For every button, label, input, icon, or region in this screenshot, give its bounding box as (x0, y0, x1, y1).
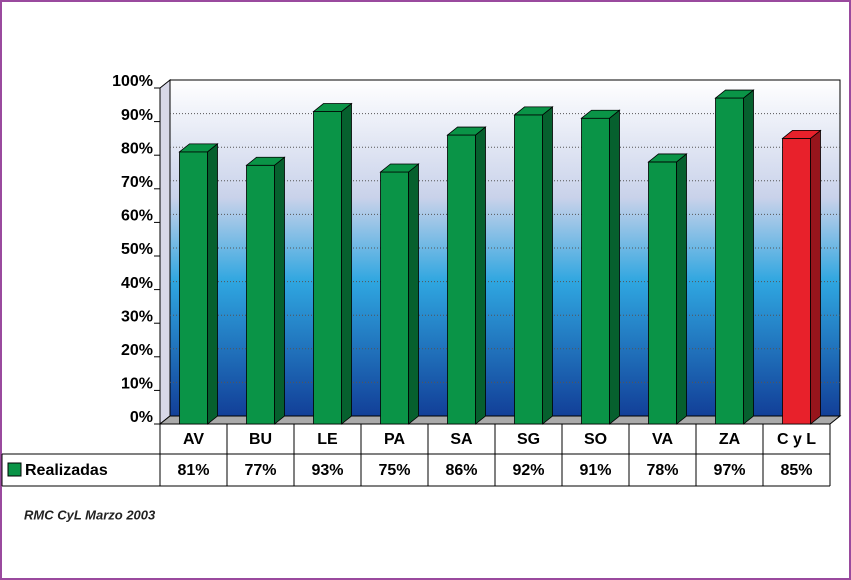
y-tick-label: 10% (121, 376, 153, 393)
x-tick-label: SO (584, 431, 607, 448)
bar-side-shade (475, 127, 486, 424)
bar-side-shade (408, 164, 419, 424)
bar-side-shade (609, 110, 620, 425)
y-tick-label: 30% (121, 308, 153, 325)
bar (313, 111, 342, 425)
legend-key (7, 462, 22, 477)
bar-side-shade (676, 153, 687, 425)
bar-side-shade (274, 157, 285, 424)
y-tick-label: 90% (121, 107, 153, 124)
y-tick-label: 50% (121, 241, 153, 258)
bar-top (580, 109, 621, 119)
x-tick-label: AV (183, 431, 204, 448)
data-label: 78% (646, 462, 678, 479)
bar (447, 134, 476, 425)
x-tick-label: BU (249, 431, 272, 448)
bar-side-shade (207, 143, 218, 424)
bar-top (312, 103, 353, 112)
bar-top (379, 163, 420, 173)
x-tick-label: C y L (777, 431, 816, 448)
bar-top (446, 126, 487, 136)
bar (715, 97, 744, 425)
y-tick-label: 20% (121, 342, 153, 359)
bar-side-shade (542, 106, 553, 424)
bar-top (245, 156, 286, 166)
bar (380, 171, 409, 425)
bar-top (513, 106, 554, 116)
bar-side-shade (743, 90, 754, 424)
bar-top (714, 89, 755, 99)
y-tick-label: 100% (112, 73, 153, 90)
bar (581, 117, 610, 425)
data-label: 91% (579, 462, 611, 479)
legend-label: Realizadas (25, 462, 108, 479)
y-tick-label: 70% (121, 174, 153, 191)
x-tick-label: LE (317, 431, 338, 448)
bar-top (781, 129, 822, 139)
data-label: 75% (378, 462, 410, 479)
y-tick-label: 40% (121, 275, 153, 292)
data-label: 77% (244, 462, 276, 479)
y-tick-label: 80% (121, 140, 153, 157)
data-label: 86% (445, 462, 477, 479)
bar-side-shade (810, 130, 821, 424)
bar-top (178, 143, 219, 153)
side-wall (159, 78, 171, 426)
y-tick-label: 0% (130, 409, 153, 426)
x-tick-label: SA (450, 431, 473, 448)
bar (782, 137, 811, 425)
bar (246, 164, 275, 425)
y-tick-label: 60% (121, 208, 153, 225)
bar-side-shade (341, 103, 352, 425)
data-label: 93% (311, 462, 343, 479)
x-tick-label: PA (384, 431, 405, 448)
caption: RMC CyL Marzo 2003 (24, 507, 156, 522)
data-label: 85% (780, 462, 812, 479)
data-label: 92% (512, 462, 544, 479)
bar (514, 114, 543, 425)
bar (648, 161, 677, 425)
bar (179, 151, 208, 425)
x-tick-label: SG (517, 431, 540, 448)
x-tick-label: ZA (719, 431, 741, 448)
data-label: 97% (713, 462, 745, 479)
x-tick-label: VA (652, 431, 673, 448)
data-label: 81% (177, 462, 209, 479)
bar-top (647, 153, 688, 163)
